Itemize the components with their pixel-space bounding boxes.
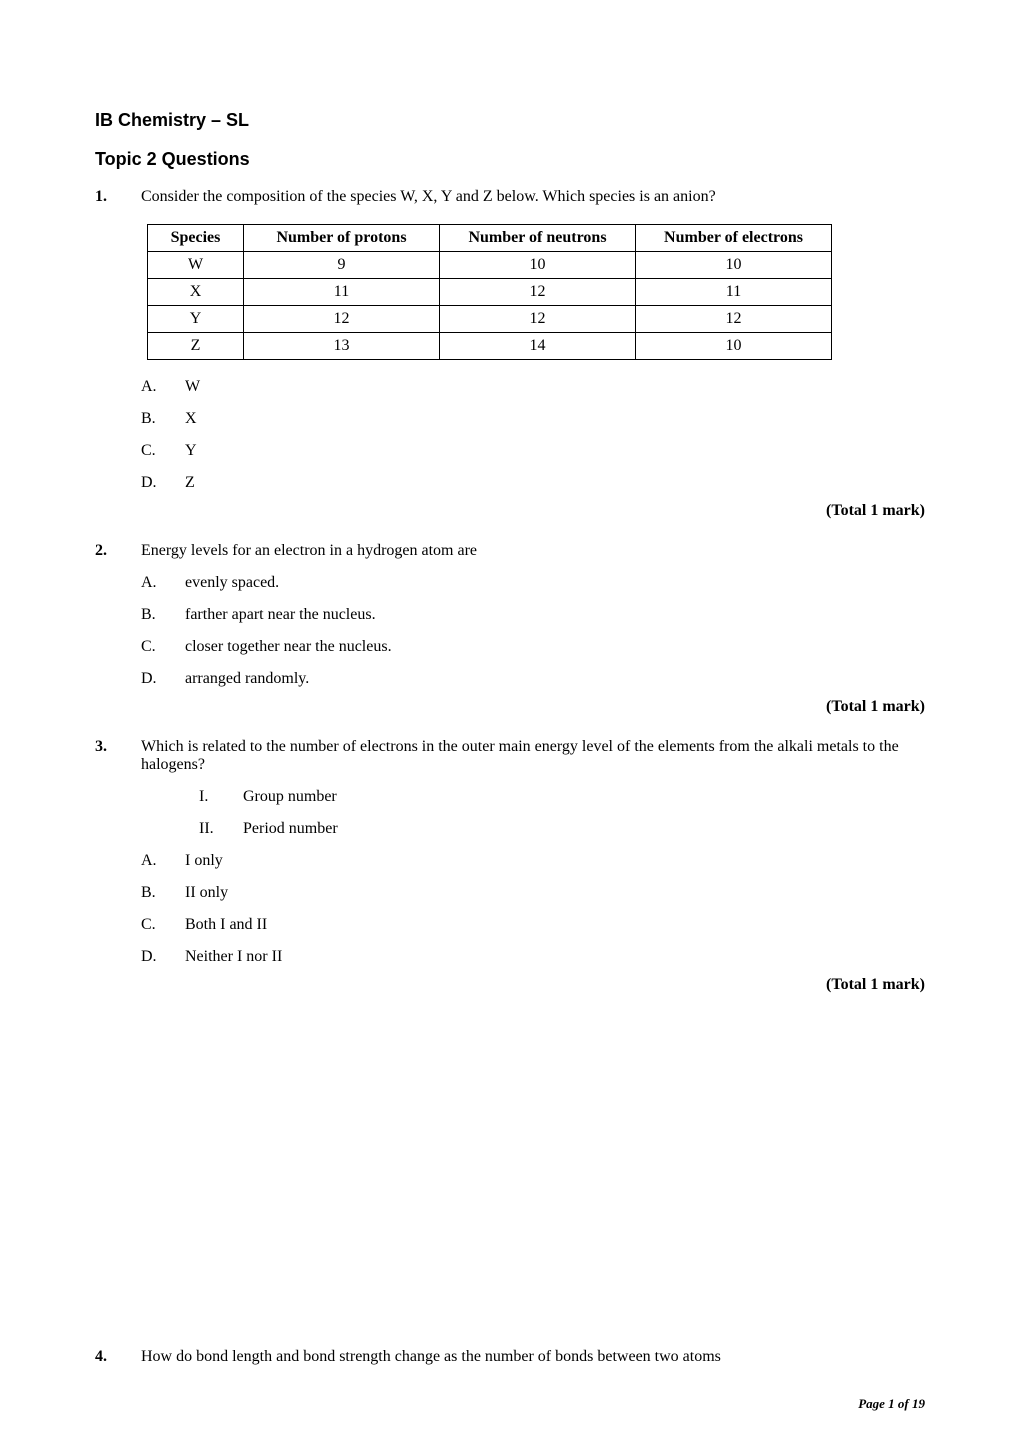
q1-th-species: Species — [148, 225, 244, 252]
option-letter: B. — [141, 410, 185, 428]
q3-sub-ii: II. Period number — [199, 820, 925, 838]
option-text: II only — [185, 884, 925, 902]
q3-text: Which is related to the number of electr… — [141, 738, 925, 774]
q2-option-a: A. evenly spaced. — [141, 574, 925, 592]
q3-total-mark: (Total 1 mark) — [95, 976, 925, 994]
q1-table: Species Number of protons Number of neut… — [147, 224, 832, 360]
q4-text: How do bond length and bond strength cha… — [141, 1348, 925, 1366]
option-letter: A. — [141, 378, 185, 396]
option-letter: B. — [141, 884, 185, 902]
q1-total-mark: (Total 1 mark) — [95, 502, 925, 520]
option-text: Neither I nor II — [185, 948, 925, 966]
q2-total-mark: (Total 1 mark) — [95, 698, 925, 716]
option-text: X — [185, 410, 925, 428]
table-row: W 9 10 10 — [148, 252, 832, 279]
q3-option-c: C. Both I and II — [141, 916, 925, 934]
q1-cell: 10 — [636, 333, 832, 360]
q1-cell: 13 — [244, 333, 440, 360]
q3-option-d: D. Neither I nor II — [141, 948, 925, 966]
q3-option-b: B. II only — [141, 884, 925, 902]
q1-cell: 12 — [440, 279, 636, 306]
option-letter: A. — [141, 574, 185, 592]
q2-option-b: B. farther apart near the nucleus. — [141, 606, 925, 624]
q1-cell: Y — [148, 306, 244, 333]
q3-sub-i: I. Group number — [199, 788, 925, 806]
option-text: arranged randomly. — [185, 670, 925, 688]
q1-cell: 12 — [636, 306, 832, 333]
q1-cell: 10 — [636, 252, 832, 279]
q2-option-d: D. arranged randomly. — [141, 670, 925, 688]
q1-cell: 12 — [440, 306, 636, 333]
q1-cell: 14 — [440, 333, 636, 360]
q2-option-c: C. closer together near the nucleus. — [141, 638, 925, 656]
sub-text: Group number — [243, 788, 925, 806]
q1-th-neutrons: Number of neutrons — [440, 225, 636, 252]
sub-letter: II. — [199, 820, 243, 838]
option-text: W — [185, 378, 925, 396]
option-letter: D. — [141, 948, 185, 966]
option-letter: C. — [141, 916, 185, 934]
q1-th-protons: Number of protons — [244, 225, 440, 252]
q1-option-b: B. X — [141, 410, 925, 428]
q4-number: 4. — [95, 1348, 141, 1366]
q1-th-electrons: Number of electrons — [636, 225, 832, 252]
q1-cell: 11 — [636, 279, 832, 306]
option-text: evenly spaced. — [185, 574, 925, 592]
table-row: X 11 12 11 — [148, 279, 832, 306]
q1-cell: Z — [148, 333, 244, 360]
option-text: Both I and II — [185, 916, 925, 934]
option-text: I only — [185, 852, 925, 870]
option-letter: C. — [141, 638, 185, 656]
q3-number: 3. — [95, 738, 141, 756]
option-text: closer together near the nucleus. — [185, 638, 925, 656]
question-3: 3. Which is related to the number of ele… — [95, 738, 925, 994]
q1-option-c: C. Y — [141, 442, 925, 460]
option-text: farther apart near the nucleus. — [185, 606, 925, 624]
option-letter: D. — [141, 474, 185, 492]
q1-cell: X — [148, 279, 244, 306]
option-letter: D. — [141, 670, 185, 688]
q1-option-a: A. W — [141, 378, 925, 396]
q3-option-a: A. I only — [141, 852, 925, 870]
question-1: 1. Consider the composition of the speci… — [95, 188, 925, 520]
sub-letter: I. — [199, 788, 243, 806]
doc-title-course: IB Chemistry – SL — [95, 110, 925, 131]
q1-cell: 11 — [244, 279, 440, 306]
table-row: Z 13 14 10 — [148, 333, 832, 360]
option-letter: A. — [141, 852, 185, 870]
option-letter: B. — [141, 606, 185, 624]
table-row: Y 12 12 12 — [148, 306, 832, 333]
question-2: 2. Energy levels for an electron in a hy… — [95, 542, 925, 716]
page-footer: Page 1 of 19 — [858, 1396, 925, 1412]
q1-number: 1. — [95, 188, 141, 206]
q2-text: Energy levels for an electron in a hydro… — [141, 542, 925, 560]
q1-text: Consider the composition of the species … — [141, 188, 925, 206]
q1-cell: 12 — [244, 306, 440, 333]
q1-option-d: D. Z — [141, 474, 925, 492]
option-letter: C. — [141, 442, 185, 460]
q2-number: 2. — [95, 542, 141, 560]
q1-cell: W — [148, 252, 244, 279]
option-text: Y — [185, 442, 925, 460]
option-text: Z — [185, 474, 925, 492]
question-4: 4. How do bond length and bond strength … — [95, 1348, 925, 1366]
q1-cell: 9 — [244, 252, 440, 279]
q1-cell: 10 — [440, 252, 636, 279]
doc-title-topic: Topic 2 Questions — [95, 149, 925, 170]
sub-text: Period number — [243, 820, 925, 838]
